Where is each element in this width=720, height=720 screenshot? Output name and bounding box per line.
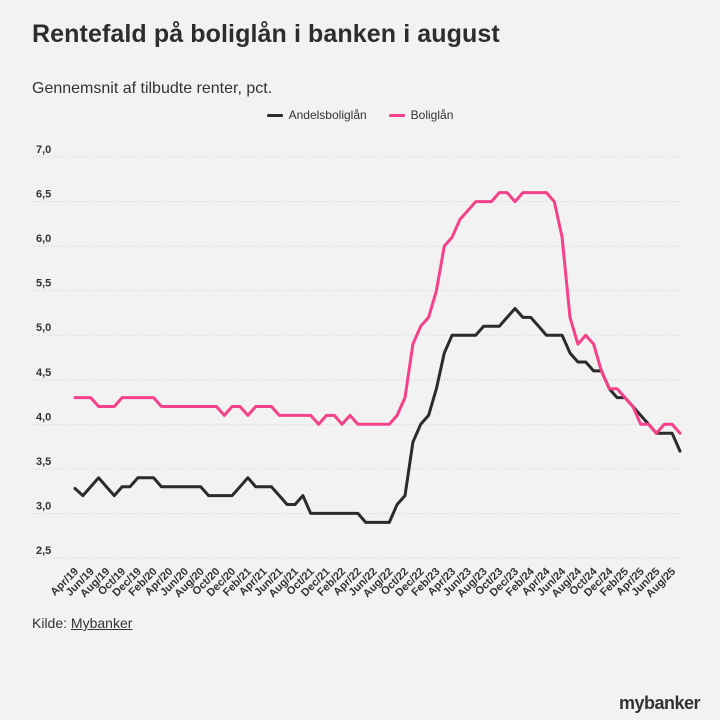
series-line-andelsboliglan (73, 307, 682, 524)
y-tick-label: 3,0 (36, 500, 51, 512)
y-tick-label: 5,5 (36, 278, 51, 290)
legend-item-boliglan: Boliglån (388, 108, 454, 122)
mybanker-logo: mybanker (618, 693, 701, 713)
legend-label-andelsboliglan: Andelsboliglån (288, 108, 367, 122)
y-tick-label: 4,0 (36, 411, 51, 423)
chart-title: Rentefald på boliglån i banken i august (32, 20, 500, 48)
y-tick-label: 4,5 (36, 367, 51, 379)
legend-swatch-andelsboliglan (266, 113, 283, 117)
source-link[interactable]: Mybanker (70, 615, 133, 631)
y-tick-label: 2,5 (36, 545, 51, 557)
chart-subtitle: Gennemsnit af tilbudte renter, pct. (32, 80, 273, 97)
legend: Andelsboliglån Boliglån (0, 108, 720, 122)
legend-label-boliglan: Boliglån (410, 108, 454, 122)
y-tick-label: 6,5 (36, 189, 51, 201)
y-tick-label: 5,0 (36, 322, 51, 334)
source-note: Kilde: Mybanker (32, 615, 132, 631)
source-label: Kilde: (32, 615, 68, 631)
y-tick-label: 3,5 (36, 456, 51, 468)
legend-item-andelsboliglan: Andelsboliglån (266, 108, 367, 122)
y-tick-label: 6,0 (36, 233, 51, 245)
series-line-boliglan (73, 191, 682, 435)
legend-swatch-boliglan (388, 113, 405, 117)
y-tick-label: 7,0 (36, 144, 51, 156)
